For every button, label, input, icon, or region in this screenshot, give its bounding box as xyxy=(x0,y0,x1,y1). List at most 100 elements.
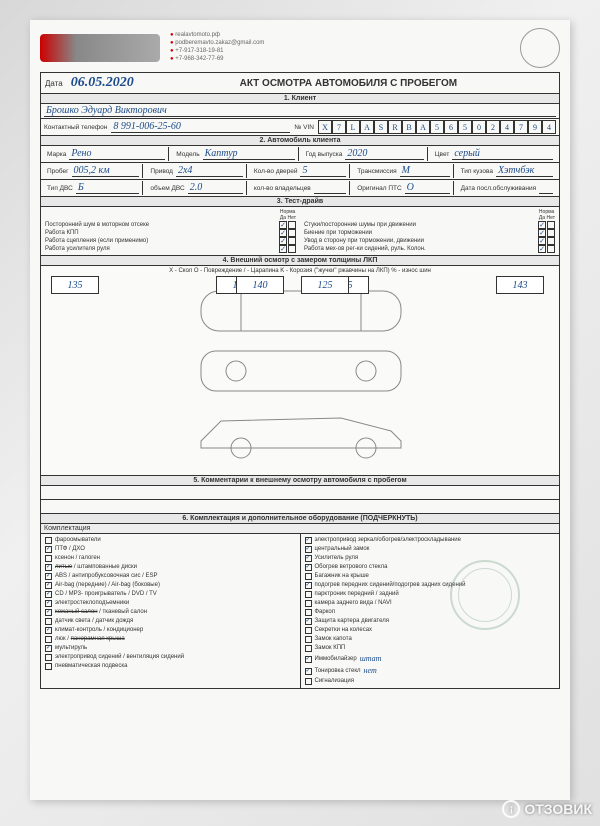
diagram-legend: X - Скол O - Повреждение / - Царапина K … xyxy=(41,266,559,276)
car-bottom-view xyxy=(181,341,421,401)
equipment-item: датчик света / датчик дождя xyxy=(45,617,296,626)
contact-line: realavtomoto.рф xyxy=(170,32,264,40)
equipment-label: Обогрев ветрового стекла xyxy=(315,563,388,572)
pts-value: О xyxy=(407,182,414,193)
equipment-item: Фаркоп xyxy=(305,608,556,617)
body-label: Тип кузова xyxy=(461,168,493,175)
stamp-icon xyxy=(520,28,560,68)
checkbox-icon xyxy=(45,537,52,544)
checkbox-icon: ✓ xyxy=(305,555,312,562)
test-drive-item: Работа КПП✓ xyxy=(45,229,296,237)
equipment-label: Фаркоп xyxy=(315,608,336,617)
equipment-label: климат-контроль / кондиционер xyxy=(55,626,143,635)
equipment-item: ✓CD / MP3- проигрыватель / DVD / TV xyxy=(45,590,296,599)
car-svg-area: 140 135 128 135 П1 142 П1 128 155 135 14… xyxy=(41,276,559,476)
form-header: realavtomoto.рф podberemavto.zakaz@gmail… xyxy=(40,28,560,68)
equipment-label: Иммобилайзер xyxy=(315,655,357,664)
equipment-label: ксенон / галоген xyxy=(55,554,100,563)
model-label: Модель xyxy=(176,151,199,158)
equipment-item: фароомыватели xyxy=(45,536,296,545)
equipment-item: люк / панорамная крыша xyxy=(45,635,296,644)
test-drive-item: Работа мех-ов рег-ки сидений, руль. Коло… xyxy=(304,245,555,253)
checkbox-icon xyxy=(305,573,312,580)
checkbox-icon: ✓ xyxy=(305,668,312,675)
equipment-label: Air-bag (передние) / Air-bag (боковые) xyxy=(55,581,160,590)
equipment-item: ✓электропривод зеркал/обогрев/электроскл… xyxy=(305,536,556,545)
equipment-label: Замок КПП xyxy=(315,644,346,653)
test-item-label: Работа мех-ов рег-ки сидений, руль. Коло… xyxy=(304,246,534,252)
contact-info: realavtomoto.рф podberemavto.zakaz@gmail… xyxy=(170,32,264,63)
date-value: 06.05.2020 xyxy=(71,75,134,91)
equipment-label: Секретки на колесах xyxy=(315,626,373,635)
checkbox-icon xyxy=(305,627,312,634)
equipment-item: ✓ПТФ / ДХО xyxy=(45,545,296,554)
vin-char: X xyxy=(318,120,332,134)
equipment-label: Сигнализация xyxy=(315,677,355,686)
vin-char: R xyxy=(388,120,402,134)
test-drive-item: Увод в сторону при торможении, движении✓ xyxy=(304,237,555,245)
equipment-header: Комплектация xyxy=(40,524,560,534)
comments-row xyxy=(40,486,560,500)
equipment-item: ✓центральный замок xyxy=(305,545,556,554)
equipment-item: ксенон / галоген xyxy=(45,554,296,563)
handwritten-note: штат xyxy=(360,653,382,665)
equipment-label: Защита картера двигателя xyxy=(315,617,389,626)
section-2-header: 2. Автомобиль клиента xyxy=(40,136,560,146)
equipment-label: ПТФ / ДХО xyxy=(55,545,85,554)
test-item-label: Посторонний шум в моторном отсеке xyxy=(45,222,275,228)
phone-label: Контактный телефон xyxy=(44,124,107,131)
test-drive-item: Стуки/посторонние шумы при движении✓ xyxy=(304,221,555,229)
equipment-item: пневматическая подвеска xyxy=(45,662,296,671)
form-title: АКТ ОСМОТРА АВТОМОБИЛЯ С ПРОБЕГОМ xyxy=(142,78,555,89)
test-drive-item: Биение при торможении✓ xyxy=(304,229,555,237)
checkbox-icon: ✓ xyxy=(45,546,52,553)
test-item-label: Работа усилителя руля xyxy=(45,246,275,252)
equipment-item: ✓Air-bag (передние) / Air-bag (боковые) xyxy=(45,581,296,590)
vin-char: S xyxy=(374,120,388,134)
measure-r5: 143 xyxy=(496,276,544,294)
doors-label: Кол-во дверей xyxy=(254,168,298,175)
checkbox-icon xyxy=(305,636,312,643)
model-value: Каптур xyxy=(205,148,238,159)
test-drive-item: Работа усилителя руля✓ xyxy=(45,245,296,253)
year-label: Год выпуска xyxy=(306,151,343,158)
mileage-value: 005,2 км xyxy=(74,165,110,176)
equipment-label: датчик света / датчик дождя xyxy=(55,617,133,626)
checkbox-icon xyxy=(45,618,52,625)
checkbox-icon: ✓ xyxy=(305,656,312,663)
contact-line: +7-917-318-19-81 xyxy=(170,48,264,56)
logo xyxy=(40,34,160,62)
test-item-label: Биение при торможении xyxy=(304,230,534,236)
test-item-label: Увод в сторону при торможении, движении xyxy=(304,238,534,244)
equipment-header-label: Комплектация xyxy=(44,525,90,532)
equipment-label: Багажник на крыше xyxy=(315,572,369,581)
checkbox-icon: ✓ xyxy=(305,537,312,544)
car-diagram: X - Скол O - Повреждение / - Царапина K … xyxy=(40,266,560,476)
vin-char: 9 xyxy=(528,120,542,134)
body-value: Хэтчбэк xyxy=(498,165,534,176)
inspection-form: realavtomoto.рф podberemavto.zakaz@gmail… xyxy=(30,20,570,800)
contact-line: +7-968-342-77-69 xyxy=(170,56,264,64)
equipment-label: электростеклоподъемники xyxy=(55,599,129,608)
test-item-label: Работа КПП xyxy=(45,230,275,236)
test-item-label: Работа сцепления (если применимо) xyxy=(45,238,275,244)
equipment-label: парктроник передний / задний xyxy=(315,590,399,599)
vin-char: 4 xyxy=(542,120,556,134)
checkbox-icon: ✓ xyxy=(45,564,52,571)
checkbox-icon xyxy=(45,636,52,643)
vin-char: 7 xyxy=(332,120,346,134)
checkbox-icon: ✓ xyxy=(305,582,312,589)
handwritten-note: нет xyxy=(364,665,377,677)
equipment-item: Секретки на колесах xyxy=(305,626,556,635)
vin-char: 4 xyxy=(500,120,514,134)
phone-value: 8 991-006-25-60 xyxy=(113,121,181,132)
checkbox-icon: ✓ xyxy=(45,582,52,589)
checkbox-icon xyxy=(45,555,52,562)
car-row-2: Пробег005,2 км Привод2х4 Кол-во дверей5 … xyxy=(40,163,560,180)
equipment-label: литые / штампованные диски xyxy=(55,563,137,572)
equipment-item: ✓климат-контроль / кондиционер xyxy=(45,626,296,635)
equipment-label: Замок капота xyxy=(315,635,352,644)
make-label: Марка xyxy=(47,151,66,158)
color-value: серый xyxy=(454,148,480,159)
make-value: Рено xyxy=(71,148,91,159)
